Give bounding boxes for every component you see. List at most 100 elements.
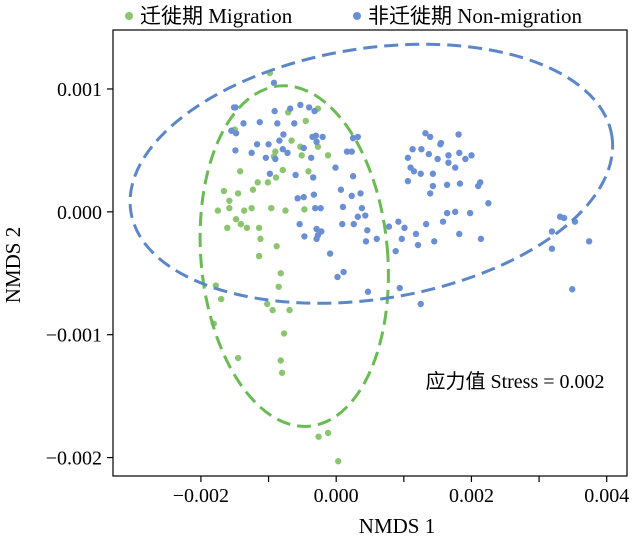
legend-item-non-migration: 非迁徙期 Non-migration: [353, 0, 582, 30]
non-migration-point: [412, 230, 420, 238]
x-tick-label: −0.002: [173, 485, 229, 507]
migration-point: [286, 306, 293, 314]
non-migration-point: [279, 145, 286, 153]
non-migration-point: [475, 182, 482, 190]
non-migration-point: [248, 149, 255, 157]
non-migration-point: [392, 247, 399, 255]
non-migration-point: [339, 203, 347, 211]
non-migration-point: [319, 133, 326, 141]
migration-point: [249, 186, 257, 193]
non-migration-point: [456, 230, 463, 238]
non-migration-point: [270, 79, 278, 87]
non-migration-point: [445, 152, 452, 159]
non-migration-point: [437, 141, 444, 148]
migration-point: [218, 295, 225, 303]
legend-marker-non-migration: [353, 12, 361, 21]
migration-point: [268, 204, 275, 212]
migration-point: [269, 306, 276, 314]
migration-point: [335, 458, 342, 465]
non-migration-point: [354, 213, 362, 220]
y-tick-label: −0.002: [46, 448, 102, 470]
migration-point: [255, 224, 263, 232]
non-migration-point: [301, 233, 308, 240]
y-axis-title: NMDS 2: [1, 227, 25, 303]
non-migration-point: [313, 138, 320, 146]
non-migration-point: [477, 235, 485, 243]
non-migration-point: [297, 101, 304, 109]
migration-point: [234, 190, 242, 197]
non-migration-point: [340, 268, 347, 276]
migration-point: [257, 235, 264, 243]
x-axis-title: NMDS 1: [359, 514, 435, 538]
non-migration-point: [560, 214, 568, 222]
non-migration-point: [294, 195, 301, 202]
non-migration-point: [312, 204, 319, 212]
non-migration-point: [309, 174, 317, 181]
migration-point: [254, 179, 261, 186]
non-migration-point: [396, 284, 403, 292]
x-tick-label: 0.002: [449, 485, 494, 507]
non-migration-point: [452, 164, 459, 171]
non-migration-point: [398, 235, 405, 243]
migration-point: [275, 283, 282, 290]
y-tick-label: −0.001: [46, 325, 102, 347]
legend-label-non-migration: 非迁徙期 Non-migration: [368, 4, 583, 28]
migration-point: [243, 224, 251, 232]
non-migration-point: [296, 220, 303, 228]
non-migration-point: [425, 150, 433, 158]
axis-layer: −0.002 0.000 0.002 0.004 −0.002 −0.001 0.000 0.…: [46, 79, 629, 507]
non-migration-point: [418, 145, 425, 153]
non-migration-point: [232, 104, 239, 111]
non-migration-point: [385, 223, 393, 230]
non-migration-point: [348, 148, 355, 155]
non-migration-point: [310, 191, 318, 198]
non-migration-point: [274, 120, 281, 127]
non-migration-point: [445, 159, 452, 166]
non-migration-point: [362, 212, 369, 219]
migration-point: [272, 148, 279, 155]
non-migration-ellipse: [128, 42, 615, 305]
non-migration-point: [300, 144, 307, 152]
non-migration-point: [585, 238, 593, 245]
migration-point: [280, 330, 288, 337]
non-migration-point: [272, 155, 279, 163]
non-migration-point: [350, 220, 357, 228]
non-migration-point: [429, 170, 437, 177]
stress-annotation: 应力值 Stress = 0.002: [425, 370, 604, 393]
y-tick-label: 0.000: [57, 202, 102, 224]
non-migration-point: [256, 118, 263, 126]
non-migration-point: [286, 105, 294, 112]
migration-point: [232, 216, 240, 223]
non-migration-point: [429, 182, 437, 190]
non-migration-point: [401, 224, 408, 232]
non-migration-point: [426, 133, 434, 141]
non-migration-point: [364, 288, 372, 295]
non-migration-point: [339, 220, 346, 228]
non-migration-point: [317, 204, 324, 212]
non-migration-point: [439, 218, 447, 225]
migration-point: [301, 206, 308, 213]
migration-point: [282, 207, 289, 214]
x-tick-label: 0.000: [314, 485, 359, 507]
migration-point: [315, 433, 322, 440]
non-migration-point: [485, 200, 492, 207]
non-migration-point: [300, 193, 307, 201]
migration-point: [226, 204, 233, 212]
migration-point: [324, 152, 332, 159]
plot-frame: [112, 29, 628, 477]
non-migration-point: [404, 177, 412, 185]
non-migration-point: [280, 131, 287, 138]
non-migration-point: [349, 173, 357, 180]
x-tick-label: 0.004: [584, 485, 629, 507]
non-migration-point: [434, 155, 441, 163]
migration-point: [279, 166, 286, 174]
non-migration-point: [228, 127, 235, 134]
non-migration-point: [240, 120, 247, 127]
migration-point: [272, 174, 280, 181]
non-migration-point: [410, 168, 418, 175]
non-migration-point: [326, 250, 334, 257]
non-migration-point: [452, 208, 459, 216]
non-migration-point: [276, 137, 283, 144]
non-migration-point: [466, 209, 474, 217]
legend: 迁徙期 Migration 非迁徙期 Non-migration: [0, 0, 635, 30]
